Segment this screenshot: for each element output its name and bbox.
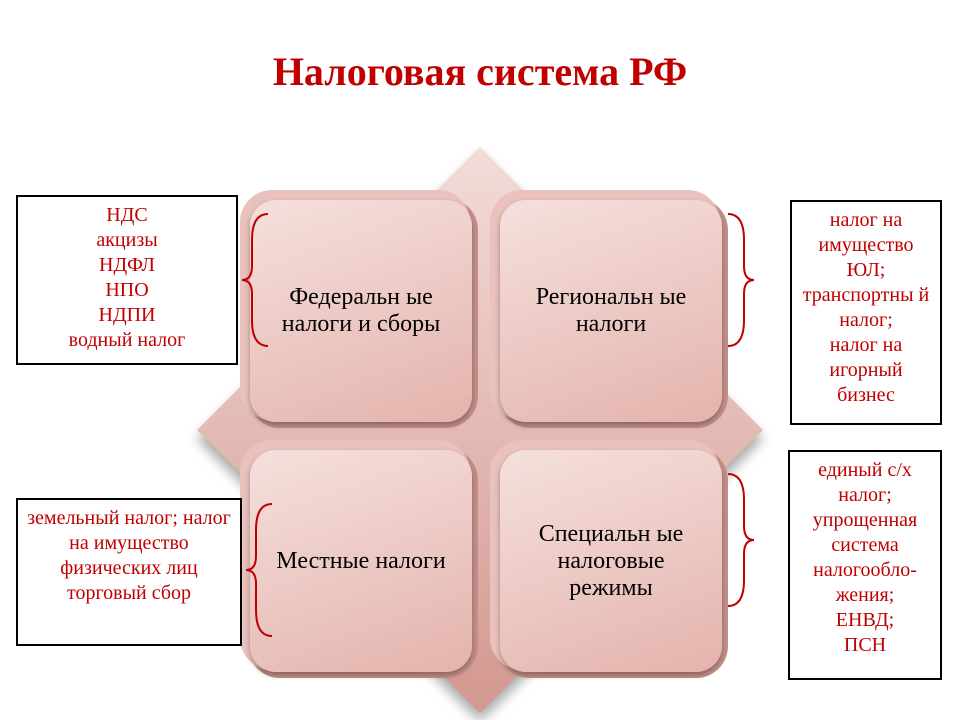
tile-special: Специальн ые налоговые режимы [490, 440, 720, 670]
brace-top-left [238, 210, 274, 350]
brace-bottom-right [722, 470, 758, 610]
tile-grid: Федеральн ые налоги и сборы Региональн ы… [230, 180, 730, 680]
page-title: Налоговая система РФ [0, 48, 960, 95]
tile-label: Специальн ые налоговые режимы [500, 450, 722, 672]
tile-label: Федеральн ые налоги и сборы [250, 200, 472, 422]
tile-regional: Региональн ые налоги [490, 190, 720, 420]
brace-bottom-left [242, 500, 278, 640]
tile-label: Региональн ые налоги [500, 200, 722, 422]
tile-federal: Федеральн ые налоги и сборы [240, 190, 470, 420]
tile-label: Местные налоги [250, 450, 472, 672]
note-special-list: единый с/х налог; упрощенная система нал… [788, 450, 942, 680]
note-local-list: земельный налог; налог на имущество физи… [16, 498, 242, 646]
note-federal-list: НДСакцизыНДФЛНПОНДПИводный налог [16, 195, 238, 365]
stage: Налоговая система РФ Федеральн ые налоги… [0, 0, 960, 720]
brace-top-right [722, 210, 758, 350]
note-regional-list: налог на имущество ЮЛ; транспортны й нал… [790, 200, 942, 425]
